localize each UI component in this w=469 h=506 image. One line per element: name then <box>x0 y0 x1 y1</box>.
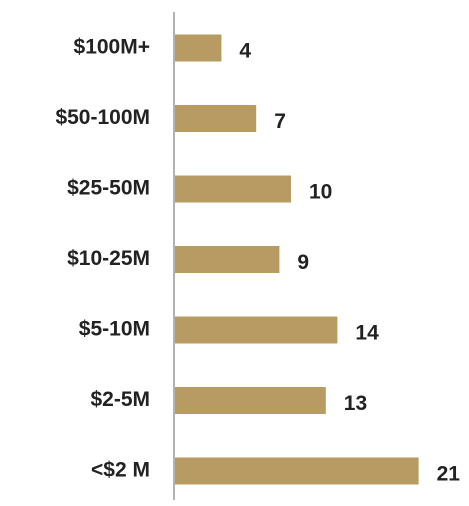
value-label: 9 <box>297 251 309 274</box>
value-label: 7 <box>274 110 286 133</box>
bars-group <box>175 34 419 485</box>
bar <box>175 316 338 344</box>
bar <box>175 387 326 414</box>
category-label: <$2 M <box>91 459 150 482</box>
category-label: $2-5M <box>90 388 150 411</box>
category-label: $50-100M <box>55 106 150 129</box>
bar <box>175 34 222 62</box>
bar <box>175 246 280 273</box>
value-label: 4 <box>239 40 251 63</box>
bar <box>175 105 257 132</box>
value-labels-group: 4 7 10 9 14 13 21 <box>239 40 460 486</box>
category-label: $10-25M <box>67 247 150 270</box>
bar <box>175 457 419 485</box>
category-labels-group: $100M+ $50-100M $25-50M $10-25M $5-10M $2-5M <… <box>55 36 150 482</box>
value-label: 13 <box>344 392 367 415</box>
category-label: $5-10M <box>79 318 150 341</box>
value-label: 14 <box>355 322 379 345</box>
value-label: 21 <box>437 463 461 486</box>
value-label: 10 <box>309 181 332 204</box>
bar <box>175 175 291 203</box>
category-label: $100M+ <box>74 36 150 59</box>
category-label: $25-50M <box>67 177 150 200</box>
